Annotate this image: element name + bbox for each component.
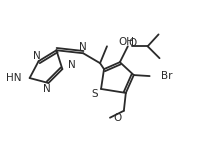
Text: O: O bbox=[114, 113, 122, 123]
Text: N: N bbox=[79, 42, 87, 52]
Text: N: N bbox=[43, 84, 50, 94]
Text: N: N bbox=[33, 51, 41, 61]
Text: N: N bbox=[68, 60, 76, 70]
Text: HN: HN bbox=[6, 73, 22, 83]
Text: OH: OH bbox=[118, 37, 134, 47]
Text: Br: Br bbox=[161, 71, 172, 81]
Text: S: S bbox=[92, 89, 98, 99]
Text: O: O bbox=[129, 38, 137, 48]
